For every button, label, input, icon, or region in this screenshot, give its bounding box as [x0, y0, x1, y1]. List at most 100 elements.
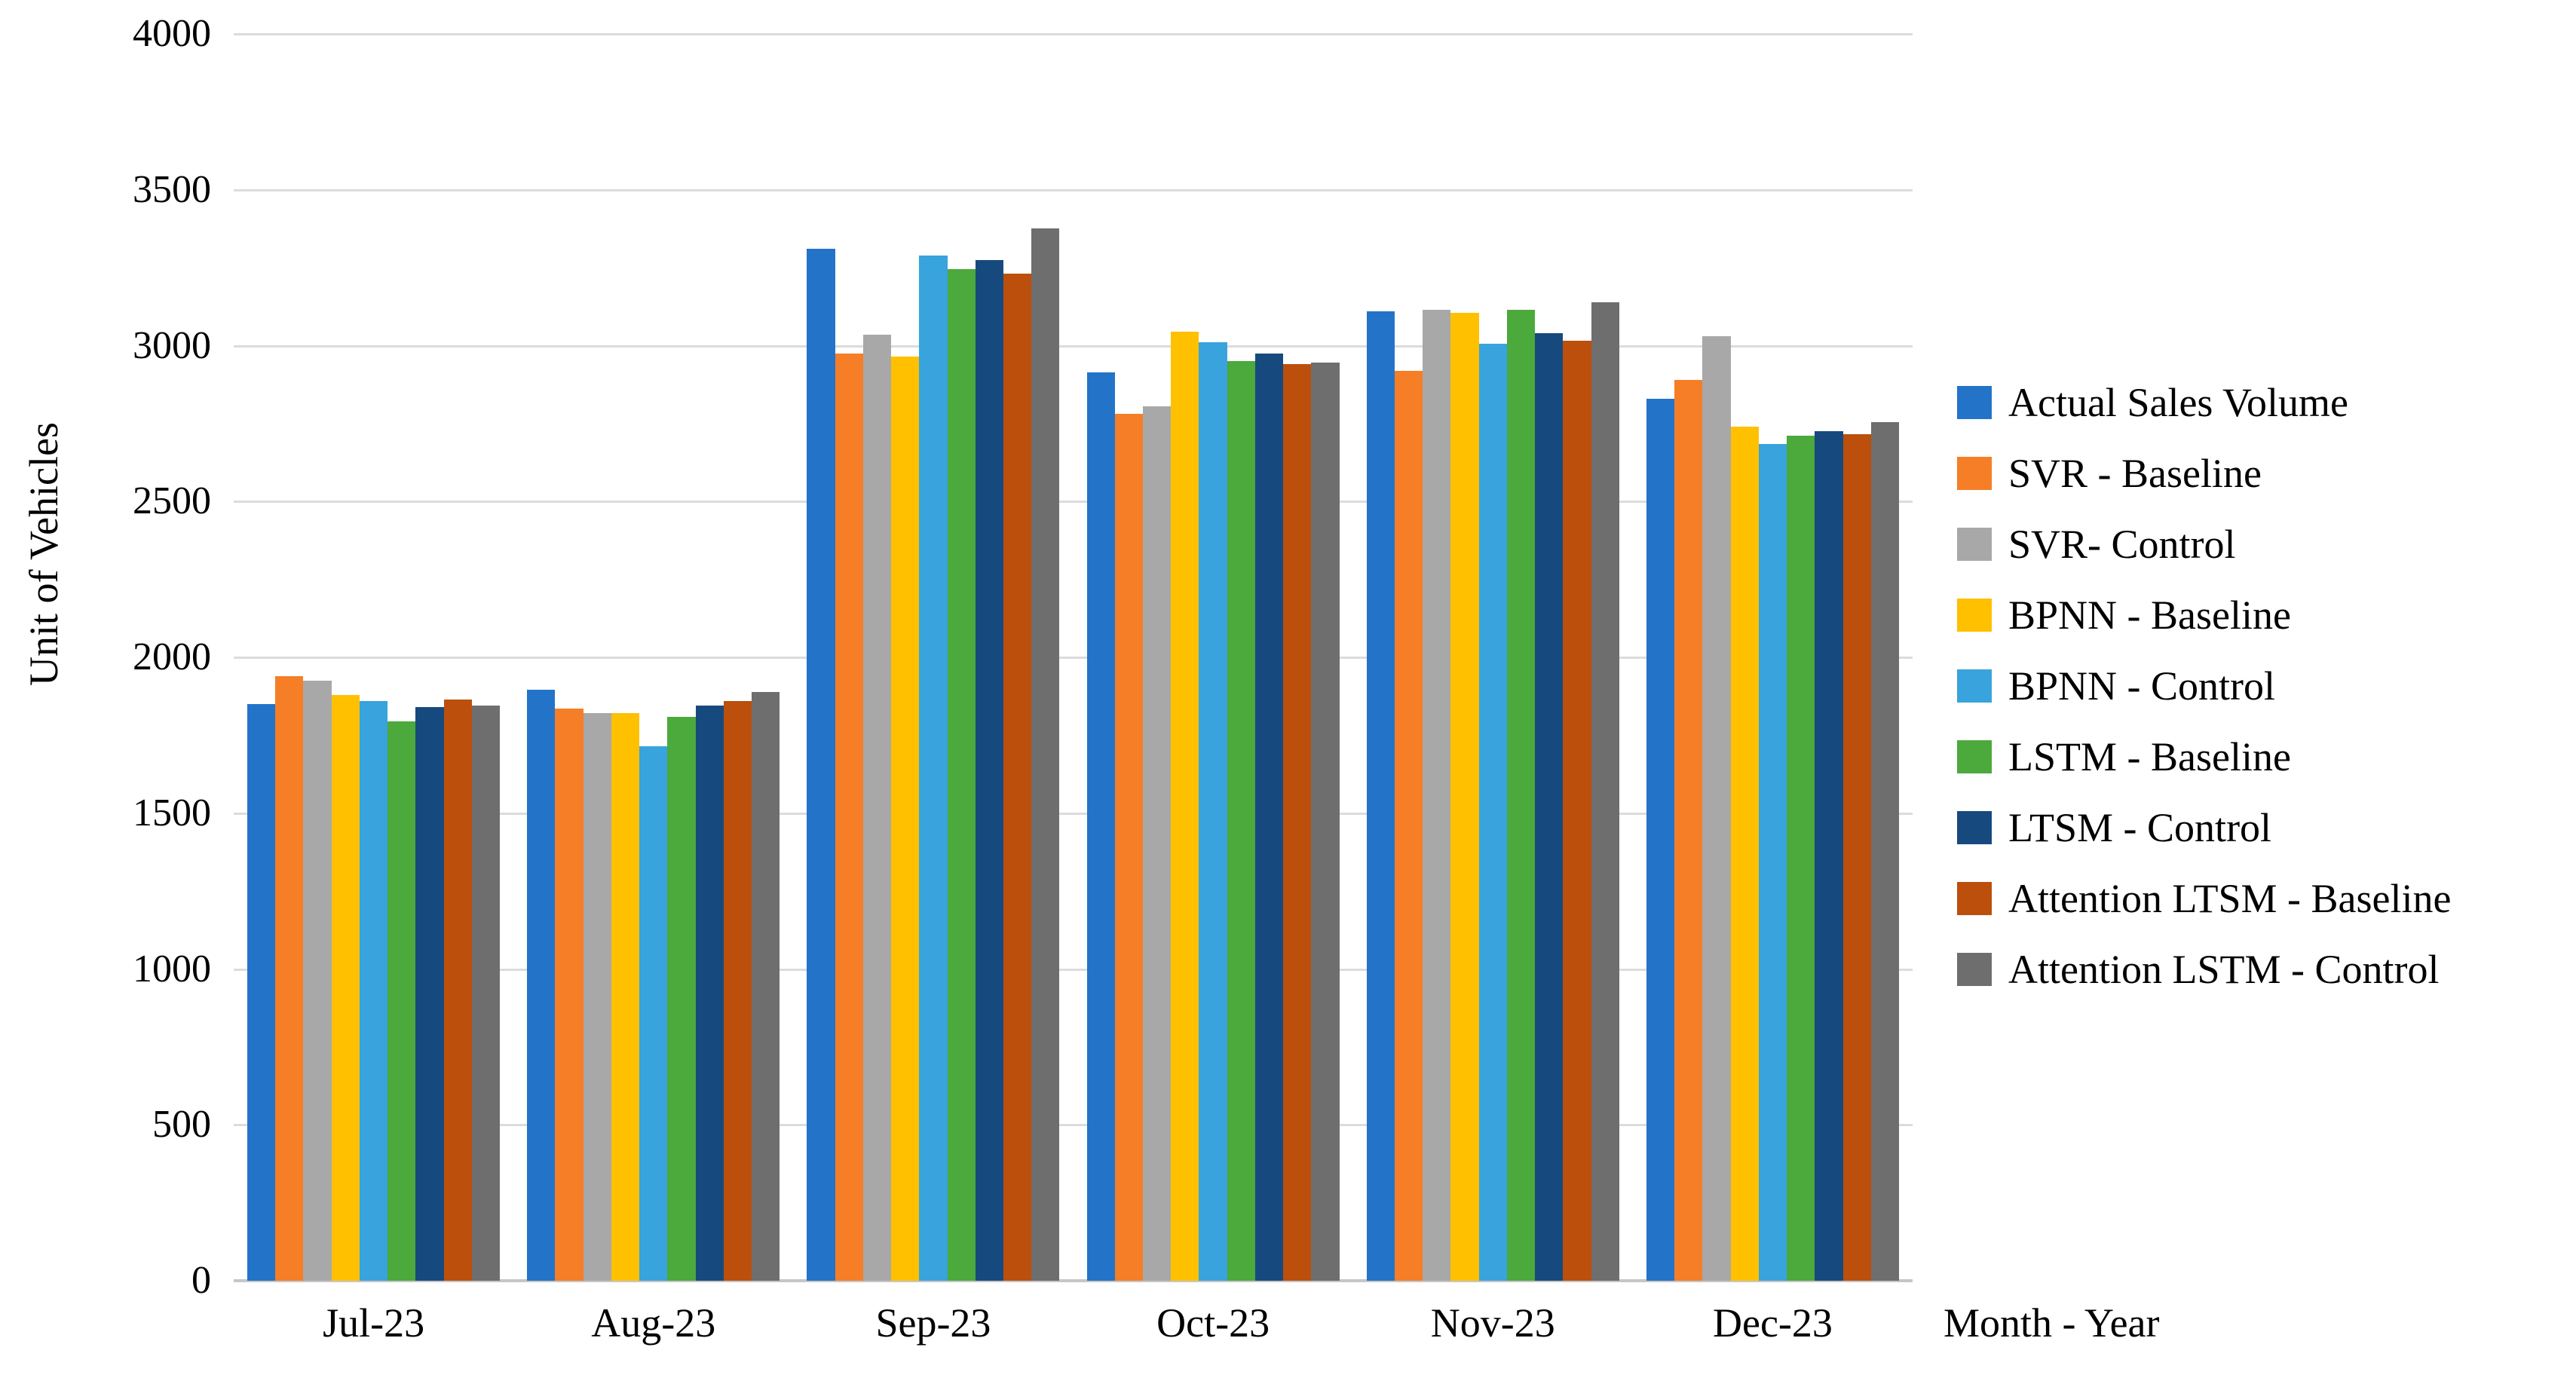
bar: [611, 713, 640, 1281]
bar: [1171, 331, 1199, 1281]
legend-label: LSTM - Baseline: [2008, 734, 2291, 779]
bar: [1114, 414, 1143, 1281]
legend-label: BPNN - Baseline: [2008, 592, 2291, 638]
legend-item: Actual Sales Volume: [1957, 379, 2451, 426]
x-tick-label-Nov-23: Nov-23: [1430, 1300, 1555, 1346]
bar: [1815, 431, 1843, 1281]
legend-item: Attention LTSM - Baseline: [1957, 875, 2451, 922]
legend-label: Actual Sales Volume: [2008, 380, 2348, 425]
bar: [275, 675, 304, 1281]
legend-label: Attention LTSM - Baseline: [2008, 876, 2452, 921]
legend-swatch: [1957, 386, 1992, 419]
bar: [1758, 443, 1787, 1281]
bar-group-Sep-23: [793, 34, 1073, 1281]
y-tick-label-3500: 3500: [133, 167, 211, 211]
bar: [247, 704, 276, 1281]
bar: [1311, 363, 1340, 1281]
bar: [639, 746, 668, 1281]
x-axis-title: Month - Year: [1943, 1300, 2160, 1346]
legend-label: BPNN - Control: [2008, 663, 2276, 709]
bar: [695, 706, 724, 1281]
x-tick-label-Sep-23: Sep-23: [875, 1300, 991, 1346]
bar: [667, 716, 696, 1281]
bar: [1283, 364, 1312, 1281]
x-tick-label-Jul-23: Jul-23: [323, 1300, 425, 1346]
bar: [1787, 436, 1815, 1281]
bar: [555, 709, 584, 1281]
bar: [807, 249, 835, 1281]
bar: [1199, 342, 1227, 1281]
bar: [1086, 372, 1115, 1281]
bar: [1478, 344, 1507, 1281]
bar: [752, 691, 780, 1281]
bar: [527, 690, 556, 1281]
legend-label: Attention LSTM - Control: [2008, 947, 2440, 992]
bar-group-Dec-23: [1633, 34, 1913, 1281]
bar: [1366, 311, 1395, 1281]
bar: [1227, 361, 1255, 1281]
legend-item: LSTM - Baseline: [1957, 733, 2451, 780]
bar: [1646, 398, 1675, 1281]
legend-label: SVR - Baseline: [2008, 451, 2262, 496]
legend-swatch: [1957, 457, 1992, 490]
legend-label: LTSM - Control: [2008, 805, 2272, 850]
bar: [415, 707, 444, 1281]
bar: [1702, 336, 1731, 1281]
gridline-3500: [234, 188, 1913, 191]
bar: [331, 694, 360, 1281]
gridline-4000: [234, 33, 1913, 35]
y-tick-label-500: 500: [152, 1103, 211, 1147]
legend-swatch: [1957, 528, 1992, 561]
x-axis-tick-labels: Jul-23 Aug-23 Sep-23 Oct-23 Nov-23 Dec-23: [234, 1300, 1913, 1346]
bar: [303, 681, 332, 1281]
bar: [723, 700, 752, 1281]
legend: Actual Sales Volume SVR - Baseline SVR- Co…: [1957, 379, 2451, 1017]
gridline-3000: [234, 344, 1913, 348]
bar: [1003, 274, 1032, 1281]
legend-swatch: [1957, 811, 1992, 844]
legend-swatch: [1957, 953, 1992, 986]
bar: [1423, 309, 1451, 1281]
legend-item: BPNN - Control: [1957, 663, 2451, 709]
y-tick-label-0: 0: [191, 1259, 211, 1302]
legend-item: Attention LSTM - Control: [1957, 946, 2451, 993]
bar: [835, 353, 863, 1281]
bar: [1254, 353, 1284, 1281]
x-tick-label-Aug-23: Aug-23: [591, 1300, 716, 1346]
bar: [1142, 406, 1172, 1281]
y-tick-label-1000: 1000: [133, 947, 211, 991]
bar: [1870, 421, 1899, 1281]
x-tick-label-Oct-23: Oct-23: [1156, 1300, 1270, 1346]
bar-group-Aug-23: [513, 34, 793, 1281]
legend-item: BPNN - Baseline: [1957, 592, 2451, 638]
bar: [919, 255, 948, 1281]
bar: [471, 706, 501, 1281]
legend-swatch: [1957, 599, 1992, 632]
y-tick-label-3000: 3000: [133, 323, 211, 367]
gridline-2000: [234, 657, 1913, 659]
bar-group-Jul-23: [234, 34, 513, 1281]
legend-item: SVR - Baseline: [1957, 450, 2451, 497]
bars-layer: [234, 34, 1913, 1281]
bar: [947, 269, 976, 1281]
bar: [975, 259, 1003, 1281]
bar: [443, 699, 472, 1281]
y-tick-label-2000: 2000: [133, 635, 211, 678]
legend-item: LTSM - Control: [1957, 804, 2451, 851]
legend-swatch: [1957, 740, 1992, 773]
y-tick-label-1500: 1500: [133, 791, 211, 834]
gridline-0: [234, 1279, 1913, 1282]
bar: [1450, 313, 1479, 1281]
bar: [359, 700, 388, 1281]
bar-group-Oct-23: [1074, 34, 1353, 1281]
bar: [583, 713, 611, 1281]
y-tick-label-4000: 4000: [133, 12, 211, 55]
gridline-500: [234, 1124, 1913, 1127]
bar: [1563, 341, 1591, 1281]
x-tick-label-Dec-23: Dec-23: [1712, 1300, 1833, 1346]
y-tick-label-2500: 2500: [133, 479, 211, 523]
gridline-1000: [234, 968, 1913, 971]
bar: [1031, 228, 1060, 1281]
bar: [1535, 332, 1564, 1281]
